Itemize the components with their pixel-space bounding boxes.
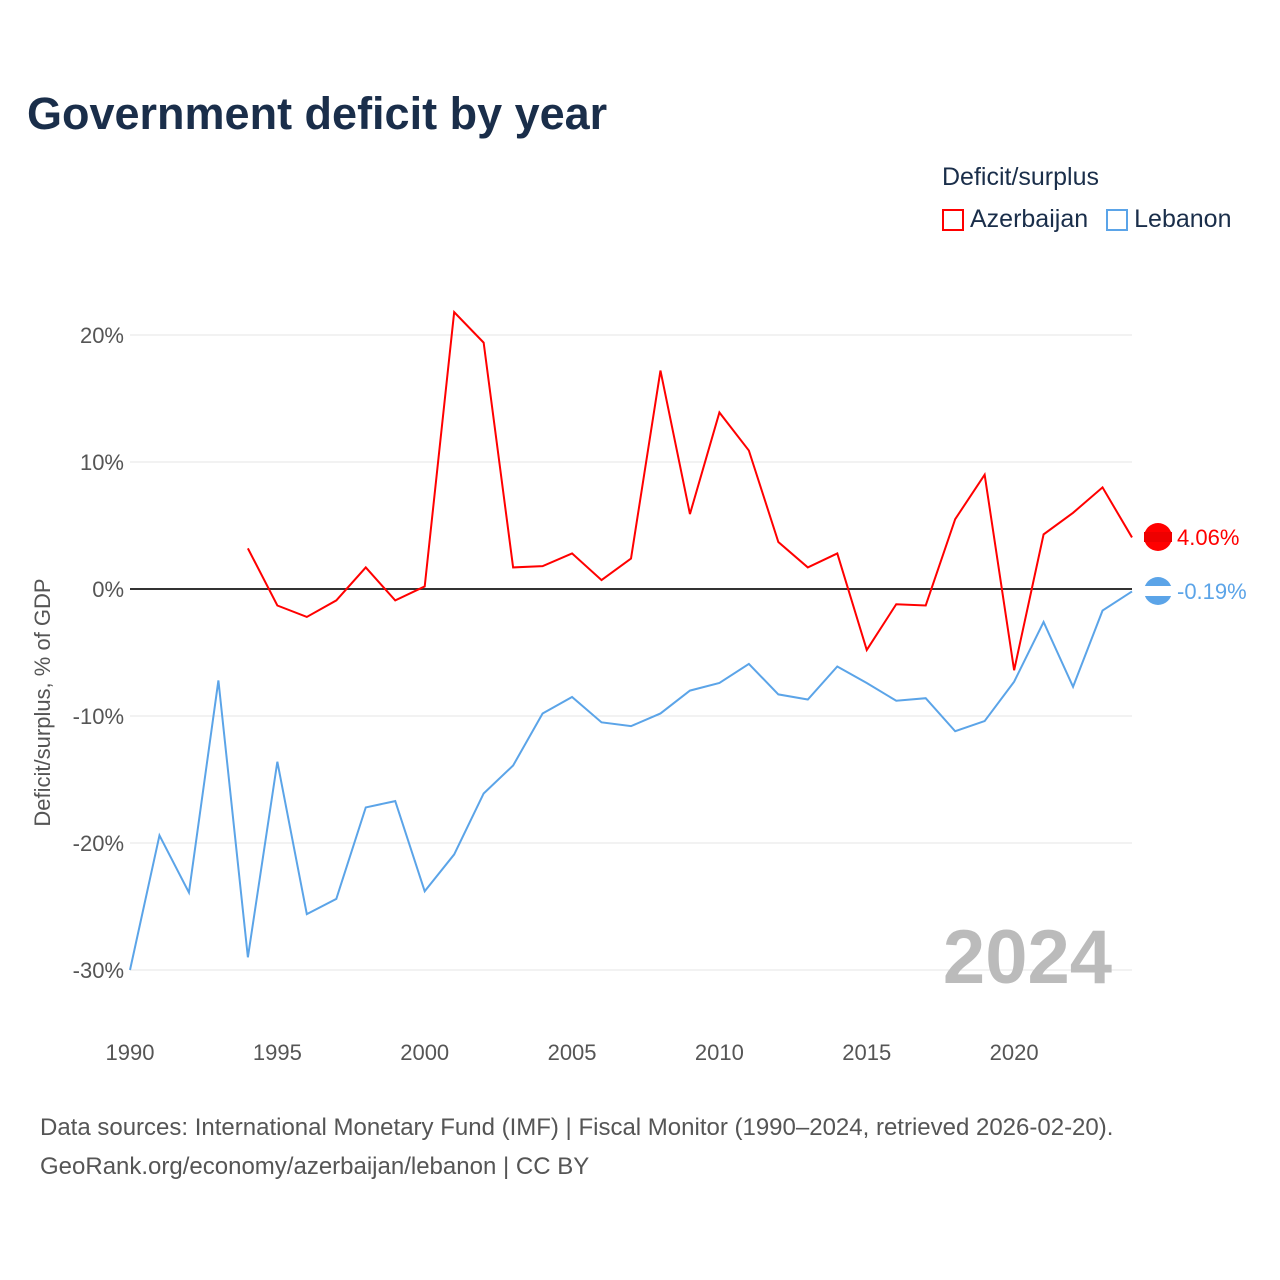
legend-label: Azerbaijan [970,205,1089,233]
legend-label: Lebanon [1134,205,1232,233]
legend-swatch [942,208,964,231]
legend-item-azerbaijan[interactable]: Azerbaijan [942,205,1088,234]
x-tick-label: 2010 [695,1040,744,1065]
legend-swatch [1106,208,1129,231]
x-tick-label: 1995 [253,1040,302,1065]
attribution-link[interactable]: GeoRank.org/economy/azerbaijan/lebanon |… [40,1153,590,1180]
footer: Data sources: International Monetary Fun… [40,1108,1113,1186]
y-tick-label: -30% [73,958,124,983]
legend-item-lebanon[interactable]: Lebanon [1106,205,1231,234]
flag-stripe [1144,586,1172,596]
x-tick-label: 2005 [548,1040,597,1065]
x-tick-label: 2000 [400,1040,449,1065]
y-tick-label: 20% [80,323,124,348]
y-tick-label: -20% [73,831,124,856]
end-value-label: -0.19% [1177,579,1247,604]
year-watermark: 2024 [943,915,1112,1000]
y-tick-label: -10% [73,704,124,729]
source-text: Data sources: International Monetary Fun… [40,1114,1114,1141]
legend-title: Deficit/surplus [942,163,1099,191]
y-tick-label: 10% [80,450,124,475]
legend: Azerbaijan Lebanon [942,205,1231,234]
series-line-lebanon [129,590,1133,971]
series-line-azerbaijan [246,309,1133,671]
end-value-label: 4.06% [1177,525,1239,550]
y-tick-label: 0% [92,577,124,602]
x-tick-label: 2015 [842,1040,891,1065]
x-tick-label: 1990 [106,1040,155,1065]
flag-stripe [1144,532,1172,542]
y-axis-label: Deficit/surplus, % of GDP [30,578,55,826]
chart-title: Government deficit by year [27,88,608,139]
x-tick-label: 2020 [990,1040,1039,1065]
